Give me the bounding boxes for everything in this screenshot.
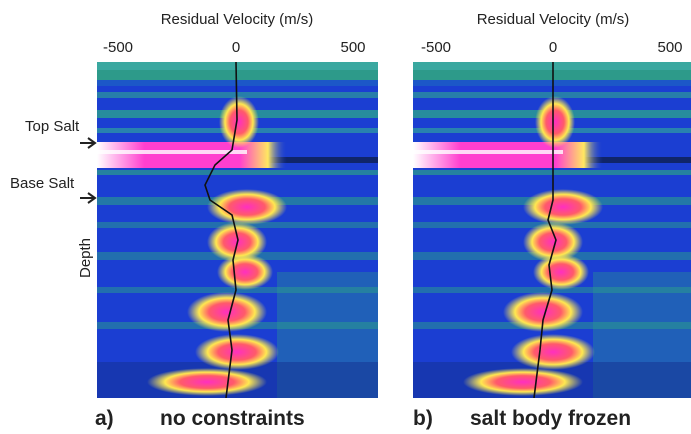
figure: Residual Velocity (m/s) -500 0 500 a) no… [0,0,691,434]
axis-label: Residual Velocity (m/s) [161,11,314,28]
panel-caption: no constraints [160,407,305,430]
panel-letter: a) [95,407,114,430]
tick-label: 500 [657,39,682,56]
tick-label: 0 [549,39,557,56]
arrow [80,138,95,148]
axis-label: Residual Velocity (m/s) [477,11,630,28]
tick-label: 500 [340,39,365,56]
heatmap [413,62,691,398]
arrow [80,193,95,203]
heatmap [97,62,378,398]
annotation: Base Salt [10,175,75,192]
tick-label: -500 [103,39,133,56]
tick-label: 0 [232,39,240,56]
panel-letter: b) [413,407,433,430]
tick-label: -500 [421,39,451,56]
panel-caption: salt body frozen [470,407,631,430]
axis-label: Depth [77,238,94,278]
annotation: Top Salt [25,118,80,135]
